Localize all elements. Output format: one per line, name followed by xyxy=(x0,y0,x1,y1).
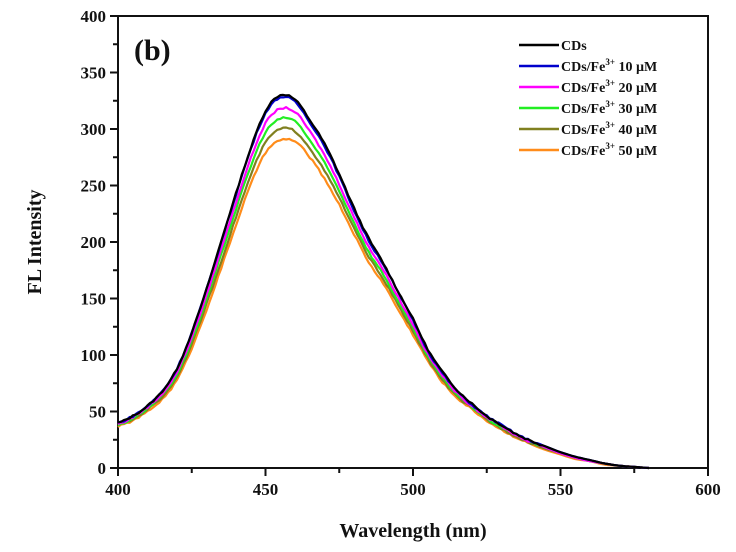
legend-label: CDs/Fe3+ 20 µM xyxy=(561,78,657,96)
panel-label: (b) xyxy=(134,34,171,67)
series-layer xyxy=(117,93,650,470)
series-line-3 xyxy=(117,116,650,470)
legend-label: CDs/Fe3+ 30 µM xyxy=(561,99,657,117)
legend-label: CDs xyxy=(561,39,587,54)
y-tick-label: 0 xyxy=(98,459,107,478)
x-tick-label: 450 xyxy=(253,480,279,499)
y-tick-label: 250 xyxy=(81,177,107,196)
y-tick-label: 350 xyxy=(81,64,107,83)
y-tick-label: 150 xyxy=(81,290,107,309)
legend-item: CDs/Fe3+ 20 µM xyxy=(519,78,657,96)
legend-item: CDs/Fe3+ 30 µM xyxy=(519,99,657,117)
legend-label: CDs/Fe3+ 50 µM xyxy=(561,141,657,159)
series-line-0 xyxy=(117,93,650,470)
x-tick-label: 600 xyxy=(695,480,721,499)
legend-item: CDs/Fe3+ 40 µM xyxy=(519,120,657,138)
legend-item: CDs/Fe3+ 10 µM xyxy=(519,57,657,75)
legend-label: CDs/Fe3+ 40 µM xyxy=(561,120,657,138)
y-tick-label: 200 xyxy=(81,233,107,252)
series-line-5 xyxy=(117,137,650,470)
y-tick-label: 50 xyxy=(89,403,106,422)
y-axis: 0 50 100 150 200 250 300 350 400 xyxy=(81,7,118,478)
x-axis: 400 450 500 550 600 xyxy=(105,468,721,499)
series-line-2 xyxy=(117,106,650,470)
x-tick-label: 400 xyxy=(105,480,131,499)
series-line-4 xyxy=(117,126,650,470)
legend: CDs CDs/Fe3+ 10 µM CDs/Fe3+ 20 µM CDs/Fe3+ … xyxy=(519,39,657,159)
x-tick-label: 500 xyxy=(400,480,426,499)
y-axis-title: FL Intensity xyxy=(24,189,46,294)
legend-item: CDs/Fe3+ 50 µM xyxy=(519,141,657,159)
y-tick-label: 400 xyxy=(81,7,107,26)
x-tick-label: 550 xyxy=(548,480,574,499)
legend-label: CDs/Fe3+ 10 µM xyxy=(561,57,657,75)
legend-item: CDs xyxy=(519,39,587,54)
x-axis-title: Wavelength (nm) xyxy=(339,520,486,542)
y-tick-label: 300 xyxy=(81,120,107,139)
y-tick-label: 100 xyxy=(81,346,107,365)
